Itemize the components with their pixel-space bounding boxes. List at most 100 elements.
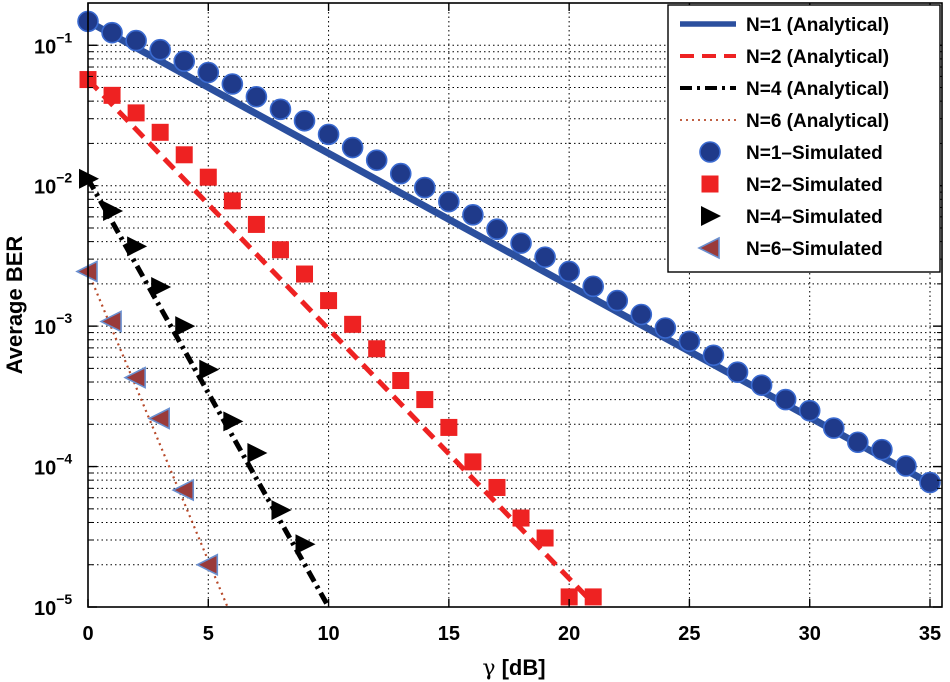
data-point (919, 471, 941, 494)
data-point (536, 529, 554, 547)
data-point (512, 509, 530, 527)
plot-area (75, 10, 941, 607)
x-axis-label-unit: [dB] (502, 655, 546, 680)
data-point (558, 260, 580, 283)
data-point (560, 588, 578, 606)
y-tick-label: 10−1 (34, 29, 72, 58)
data-point (103, 201, 124, 222)
data-point (462, 204, 484, 226)
legend-box (667, 4, 941, 273)
legend-label: N=6 (Analytical) (746, 111, 889, 132)
series-n4-simulated (79, 168, 316, 555)
legend-swatch-marker (701, 206, 721, 226)
series-n1-simulated (77, 10, 941, 494)
data-point (245, 85, 268, 108)
data-point (123, 366, 146, 389)
data-point (341, 136, 364, 159)
y-tick-base: 10 (34, 177, 56, 199)
y-axis-label: Average BER (2, 236, 27, 375)
legend: N=1 (Analytical) N=2 (Analytical) N=4 (Ana… (667, 4, 941, 273)
data-point (125, 29, 147, 52)
data-point (296, 265, 314, 283)
data-point (175, 146, 193, 164)
data-point (171, 478, 195, 502)
x-tick-label: 25 (678, 623, 700, 645)
y-tick-exponent: −1 (56, 29, 72, 45)
legend-label: N=4–Simulated (746, 207, 883, 228)
data-point (486, 218, 508, 241)
data-point (344, 315, 362, 333)
x-axis-label: γ [dB] (482, 655, 545, 681)
legend-label: N=2 (Analytical) (746, 47, 889, 68)
y-tick-exponent: −4 (56, 451, 72, 467)
data-point (488, 478, 506, 496)
data-point (440, 418, 458, 436)
y-tick-exponent: −2 (56, 170, 72, 186)
data-point (147, 407, 170, 430)
data-point (438, 190, 460, 213)
data-point (750, 374, 773, 396)
data-point (173, 50, 196, 73)
data-point (103, 86, 121, 104)
data-point (317, 123, 340, 146)
series-line-n2-analytical (86, 77, 595, 606)
data-point (247, 442, 268, 463)
data-point (271, 241, 289, 259)
data-point (221, 73, 244, 95)
data-point (798, 399, 821, 422)
data-point (75, 260, 98, 283)
data-point (199, 168, 217, 186)
data-point (149, 38, 171, 61)
data-point (582, 275, 605, 298)
data-point (151, 123, 169, 141)
data-point (99, 310, 122, 333)
y-tick-base: 10 (34, 317, 56, 339)
y-tick-exponent: −5 (56, 591, 72, 607)
data-point (678, 330, 701, 353)
y-tick-label: 10−4 (34, 451, 72, 480)
legend-label: N=1–Simulated (746, 143, 883, 164)
data-point (702, 344, 725, 367)
data-point (464, 453, 482, 471)
data-point (368, 340, 386, 358)
legend-swatch-marker (699, 141, 721, 163)
data-point (726, 361, 749, 383)
x-tick-label: 10 (317, 623, 339, 645)
data-point (847, 431, 869, 454)
y-tick-base: 10 (34, 458, 56, 480)
data-point (822, 417, 845, 439)
legend-swatch-marker (701, 175, 719, 193)
y-tick-label: 10−3 (34, 310, 72, 339)
y-tick-base: 10 (34, 36, 56, 58)
legend-label: N=4 (Analytical) (746, 79, 889, 100)
data-point (223, 411, 244, 432)
data-point (271, 500, 292, 521)
data-point (389, 162, 412, 185)
data-point (320, 292, 338, 310)
y-tick-base: 10 (34, 598, 56, 620)
data-point (269, 98, 292, 121)
x-tick-label: 35 (919, 623, 941, 645)
x-tick-label: 30 (799, 623, 821, 645)
data-point (197, 61, 220, 84)
data-point (223, 192, 241, 210)
data-point (413, 176, 436, 199)
data-point (195, 553, 219, 577)
data-point (654, 317, 677, 339)
data-point (365, 149, 388, 171)
data-point (293, 109, 316, 132)
data-point (392, 372, 410, 390)
data-point (151, 276, 172, 297)
y-tick-label: 10−5 (34, 591, 72, 620)
data-point (871, 438, 893, 461)
data-point (510, 232, 532, 254)
x-tick-label: 15 (438, 623, 460, 645)
legend-label: N=6–Simulated (746, 239, 883, 260)
legend-swatch-marker (697, 236, 720, 260)
x-tick-label: 0 (82, 623, 93, 645)
series-n6-simulated (75, 260, 219, 577)
legend-label: N=2–Simulated (746, 175, 883, 196)
data-point (295, 534, 316, 555)
